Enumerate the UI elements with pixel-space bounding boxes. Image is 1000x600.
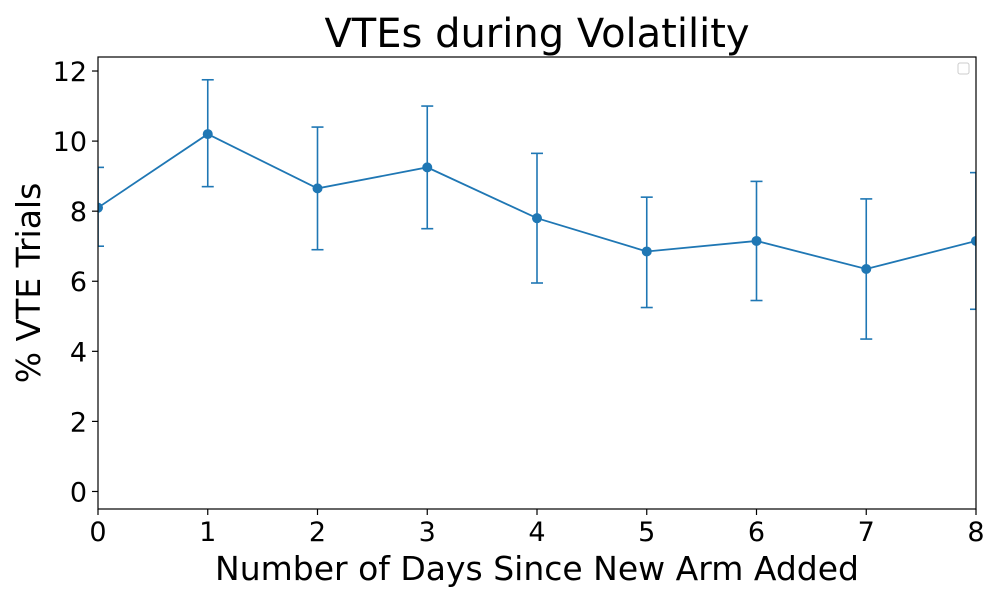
legend-box [957, 62, 970, 75]
x-tick-label: 8 [967, 517, 984, 548]
data-point [861, 263, 872, 274]
chart-title: VTEs during Volatility [324, 11, 749, 57]
x-tick-label: 1 [199, 517, 216, 548]
x-tick-label: 5 [638, 517, 655, 548]
data-point [422, 162, 433, 173]
y-tick-label: 12 [53, 57, 87, 88]
y-tick-label: 10 [53, 127, 87, 158]
data-point [641, 246, 652, 257]
x-tick-label: 6 [748, 517, 765, 548]
x-tick-label: 2 [309, 517, 326, 548]
plot-frame [97, 56, 977, 510]
x-tick-label: 0 [89, 517, 106, 548]
plot-area [98, 78, 976, 340]
x-axis-label: Number of Days Since New Arm Added [215, 549, 859, 588]
data-marks [98, 78, 976, 340]
data-point [98, 202, 103, 213]
data-point [751, 235, 762, 246]
y-tick-label: 2 [70, 407, 87, 438]
x-tick-label: 7 [858, 517, 875, 548]
y-tick-label: 0 [70, 477, 87, 508]
x-tick-label: 3 [419, 517, 436, 548]
data-point [971, 235, 976, 246]
y-axis-label: % VTE Trials [9, 183, 48, 384]
y-tick-label: 4 [70, 337, 87, 368]
x-tick-label: 4 [528, 517, 545, 548]
x-axis-ticks: 0 1 2 3 4 5 6 7 8 [89, 509, 985, 548]
data-point [532, 213, 542, 224]
data-point [202, 129, 213, 140]
y-axis-ticks: 0 2 4 6 8 10 12 [53, 57, 98, 508]
data-point [312, 183, 323, 194]
y-tick-label: 8 [70, 197, 87, 228]
y-tick-label: 6 [70, 267, 87, 298]
